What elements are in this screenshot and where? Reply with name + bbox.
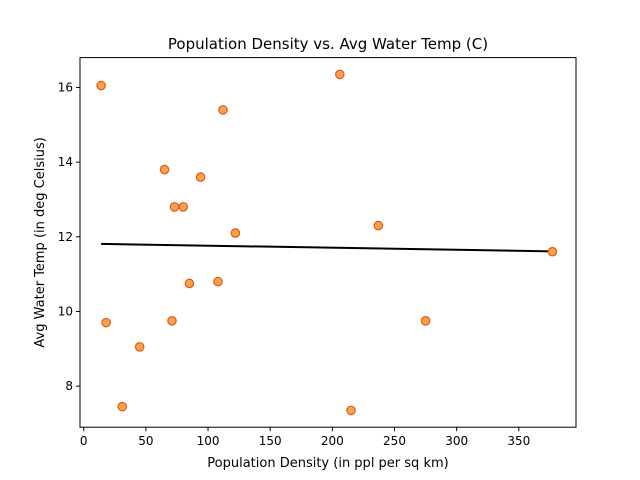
regression-line-layer xyxy=(101,242,553,253)
y-tick-label: 14 xyxy=(58,155,73,169)
x-tick-label: 350 xyxy=(507,434,530,448)
x-tick-label: 0 xyxy=(80,434,88,448)
scatter-point xyxy=(167,315,177,326)
regression-line xyxy=(101,242,553,253)
plot-area-frame xyxy=(79,57,577,428)
data-points-layer xyxy=(96,69,558,416)
chart-title: Population Density vs. Avg Water Temp (C… xyxy=(168,35,488,53)
x-tick-label: 150 xyxy=(259,434,282,448)
scatter-point xyxy=(230,228,241,238)
scatter-point xyxy=(420,315,431,326)
y-tick-label: 10 xyxy=(58,304,73,318)
scatter-point xyxy=(213,276,223,287)
y-tick-label: 8 xyxy=(65,379,73,393)
x-tick-label: 100 xyxy=(197,434,220,448)
x-tick-label: 250 xyxy=(383,434,406,448)
scatter-point xyxy=(96,80,106,91)
scatter-point xyxy=(547,246,558,257)
scatter-point xyxy=(101,317,111,328)
scatter-point xyxy=(117,401,128,412)
scatter-point xyxy=(178,202,188,212)
x-axis-ticks: 0 50 100 150 200 250 300 350 xyxy=(80,427,530,448)
scatter-point xyxy=(373,220,384,231)
scatter-point xyxy=(159,164,170,175)
x-tick-label: 300 xyxy=(445,434,468,448)
y-axis-label: Avg Water Temp (in deg Celsius) xyxy=(33,137,48,347)
scatter-point xyxy=(195,172,206,182)
scatter-point xyxy=(169,202,180,212)
scatter-point xyxy=(218,105,228,115)
scatter-point xyxy=(134,342,145,352)
y-axis-ticks: 8 10 12 14 16 xyxy=(58,80,80,393)
x-axis-label: Population Density (in ppl per sq km) xyxy=(207,456,448,471)
y-tick-label: 12 xyxy=(58,230,73,244)
x-tick-label: 50 xyxy=(138,434,153,448)
x-tick-label: 200 xyxy=(321,434,344,448)
scatter-point xyxy=(335,69,345,80)
y-tick-label: 16 xyxy=(58,80,73,94)
scatter-point xyxy=(346,405,356,416)
scatter-point xyxy=(184,278,195,289)
